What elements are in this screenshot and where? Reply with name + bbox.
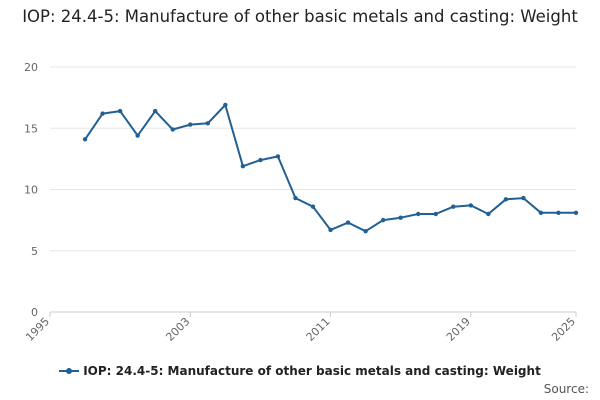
- source-note: Source:: [544, 382, 589, 396]
- y-tick-label: 15: [24, 122, 38, 135]
- data-point[interactable]: [240, 164, 246, 169]
- data-point[interactable]: [135, 133, 140, 138]
- series-line: [84, 104, 576, 233]
- data-point[interactable]: [451, 204, 456, 209]
- data-point[interactable]: [380, 217, 386, 223]
- legend[interactable]: IOP: 24.4-5: Manufacture of other basic …: [0, 364, 600, 378]
- x-tick-label: 2025: [549, 315, 578, 344]
- data-point[interactable]: [468, 203, 473, 208]
- data-point[interactable]: [275, 154, 281, 159]
- data-point[interactable]: [433, 211, 438, 217]
- data-point[interactable]: [363, 228, 368, 234]
- y-tick-label: 10: [24, 184, 38, 197]
- data-point[interactable]: [398, 215, 403, 220]
- x-tick-label: 2019: [444, 315, 473, 344]
- source-link[interactable]: Source:: [543, 382, 589, 396]
- data-point[interactable]: [416, 211, 421, 217]
- data-point[interactable]: [486, 211, 491, 217]
- x-tick-label: 1995: [23, 315, 52, 344]
- data-point[interactable]: [100, 111, 105, 116]
- data-point[interactable]: [223, 102, 228, 108]
- data-point[interactable]: [573, 210, 579, 215]
- data-point[interactable]: [293, 195, 298, 201]
- y-tick-label: 0: [31, 306, 38, 319]
- data-point[interactable]: [153, 108, 158, 114]
- data-point[interactable]: [205, 121, 210, 126]
- y-tick-label: 5: [31, 245, 38, 258]
- y-tick-label: 20: [24, 61, 38, 74]
- data-point[interactable]: [258, 157, 263, 163]
- legend-series-marker: [59, 365, 80, 377]
- data-point[interactable]: [538, 210, 544, 215]
- data-point[interactable]: [521, 195, 526, 201]
- data-point[interactable]: [188, 122, 193, 127]
- data-point[interactable]: [310, 204, 316, 209]
- data-point[interactable]: [117, 108, 123, 114]
- data-point[interactable]: [170, 127, 175, 132]
- legend-series-label[interactable]: IOP: 24.4-5: Manufacture of other basic …: [83, 364, 541, 378]
- data-point[interactable]: [328, 227, 333, 233]
- data-point[interactable]: [556, 210, 561, 215]
- x-tick-label: 2011: [304, 315, 333, 344]
- chart-title: IOP: 24.4-5: Manufacture of other basic …: [22, 7, 578, 26]
- data-point[interactable]: [82, 137, 88, 142]
- data-point[interactable]: [503, 197, 509, 202]
- data-point[interactable]: [345, 220, 351, 225]
- x-tick-label: 2003: [163, 315, 192, 344]
